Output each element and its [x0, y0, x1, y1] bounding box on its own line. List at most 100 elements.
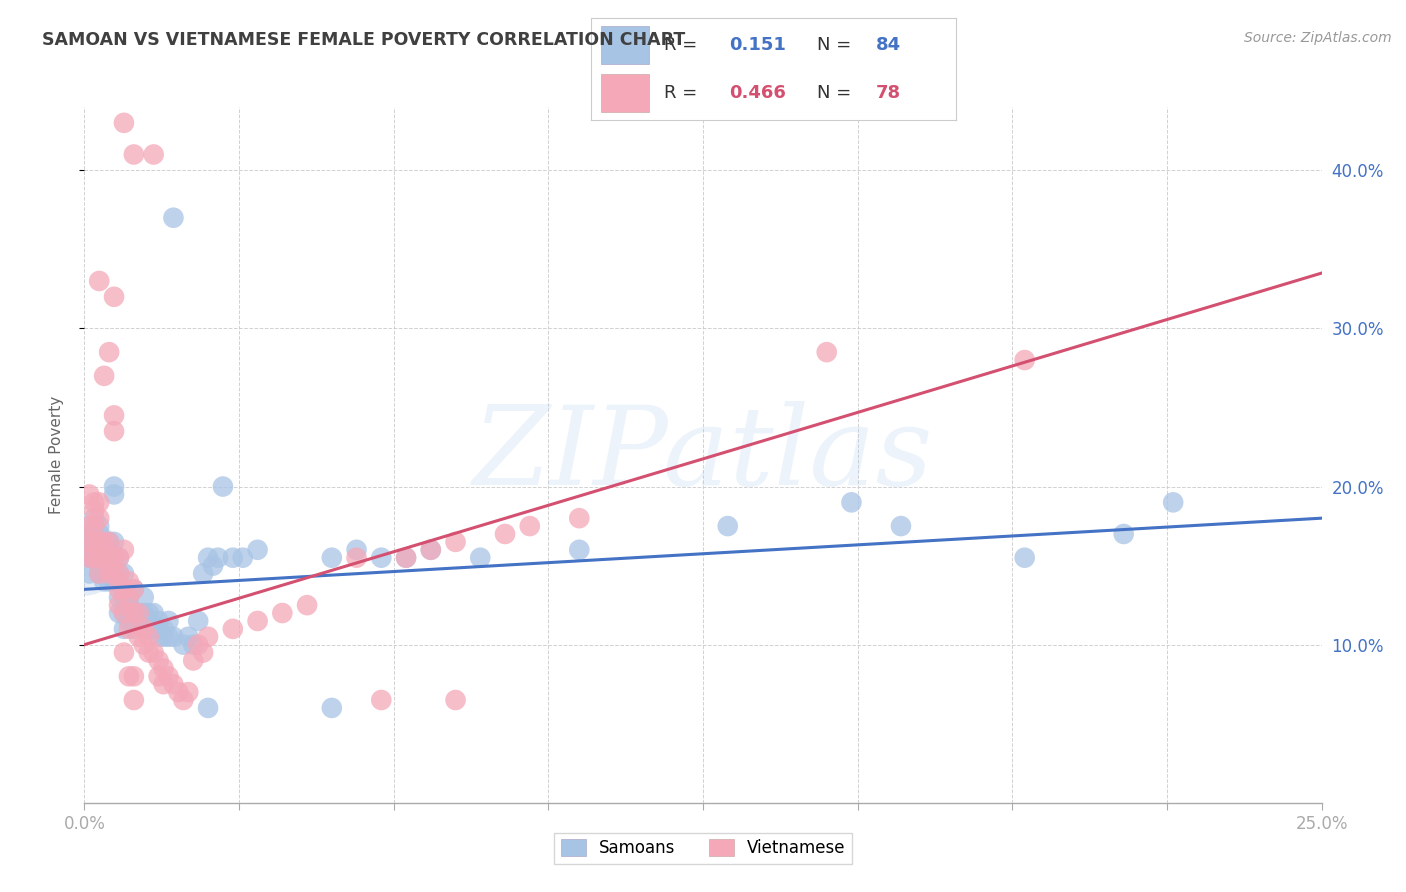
Point [83, 519, 105, 533]
Point [271, 606, 294, 620]
Point [89, 534, 111, 549]
Point [177, 630, 200, 644]
Point [494, 527, 516, 541]
Point [132, 622, 155, 636]
Point [112, 582, 135, 597]
Point [148, 630, 170, 644]
Point [138, 614, 160, 628]
Point [79, 487, 101, 501]
Point [118, 606, 141, 620]
Point [815, 345, 838, 359]
Point [79, 527, 101, 541]
Point [79, 542, 101, 557]
Point [108, 582, 131, 597]
Point [890, 519, 912, 533]
Point [444, 534, 467, 549]
Point [122, 582, 145, 597]
Point [346, 542, 368, 557]
Point [1014, 353, 1036, 368]
Point [89, 550, 111, 565]
Point [89, 566, 111, 581]
Text: N =: N = [817, 84, 852, 103]
Point [112, 116, 135, 130]
Point [103, 424, 125, 438]
Point [246, 614, 269, 628]
Point [128, 606, 150, 620]
Point [93, 534, 115, 549]
Point [73, 550, 96, 565]
Point [89, 566, 111, 581]
Point [122, 622, 145, 636]
Point [148, 669, 170, 683]
Point [148, 653, 170, 667]
Point [142, 646, 165, 660]
Point [232, 550, 254, 565]
Point [103, 534, 125, 549]
Point [93, 558, 115, 573]
Point [142, 147, 165, 161]
Point [108, 591, 131, 605]
Point [103, 487, 125, 501]
Point [181, 638, 204, 652]
Point [83, 542, 105, 557]
Point [108, 606, 131, 620]
Point [444, 693, 467, 707]
Text: 84: 84 [876, 36, 901, 54]
Point [152, 677, 174, 691]
Point [112, 591, 135, 605]
Point [122, 582, 145, 597]
Point [419, 542, 441, 557]
Point [167, 685, 190, 699]
Point [132, 606, 155, 620]
Point [83, 527, 105, 541]
Point [172, 638, 194, 652]
Point [89, 495, 111, 509]
Point [118, 591, 141, 605]
Y-axis label: Female Poverty: Female Poverty [49, 396, 63, 514]
Point [370, 550, 392, 565]
Point [89, 274, 111, 288]
Point [128, 614, 150, 628]
Point [138, 646, 160, 660]
Point [321, 701, 343, 715]
Point [191, 566, 214, 581]
Point [212, 479, 235, 493]
Point [187, 614, 209, 628]
Point [118, 591, 141, 605]
Point [162, 630, 184, 644]
Point [128, 630, 150, 644]
Point [1112, 527, 1135, 541]
Point [246, 542, 269, 557]
Point [177, 685, 200, 699]
Text: Source: ZipAtlas.com: Source: ZipAtlas.com [1244, 31, 1392, 45]
Point [108, 598, 131, 612]
Point [98, 534, 121, 549]
Point [122, 669, 145, 683]
Text: ZIPatlas: ZIPatlas [472, 401, 934, 508]
Point [197, 701, 219, 715]
Point [79, 550, 101, 565]
Bar [602, 74, 650, 112]
Point [103, 479, 125, 493]
Point [93, 550, 115, 565]
Point [207, 550, 229, 565]
Text: 0.151: 0.151 [730, 36, 786, 54]
Point [89, 519, 111, 533]
Point [148, 622, 170, 636]
Bar [602, 26, 650, 64]
Point [89, 558, 111, 573]
Point [162, 677, 184, 691]
Point [138, 622, 160, 636]
Point [103, 550, 125, 565]
Point [568, 542, 591, 557]
Point [108, 566, 131, 581]
Point [98, 345, 121, 359]
Point [89, 542, 111, 557]
Point [370, 693, 392, 707]
Point [519, 519, 541, 533]
Point [346, 550, 368, 565]
Point [118, 622, 141, 636]
Point [187, 638, 209, 652]
Point [138, 630, 160, 644]
Point [138, 606, 160, 620]
